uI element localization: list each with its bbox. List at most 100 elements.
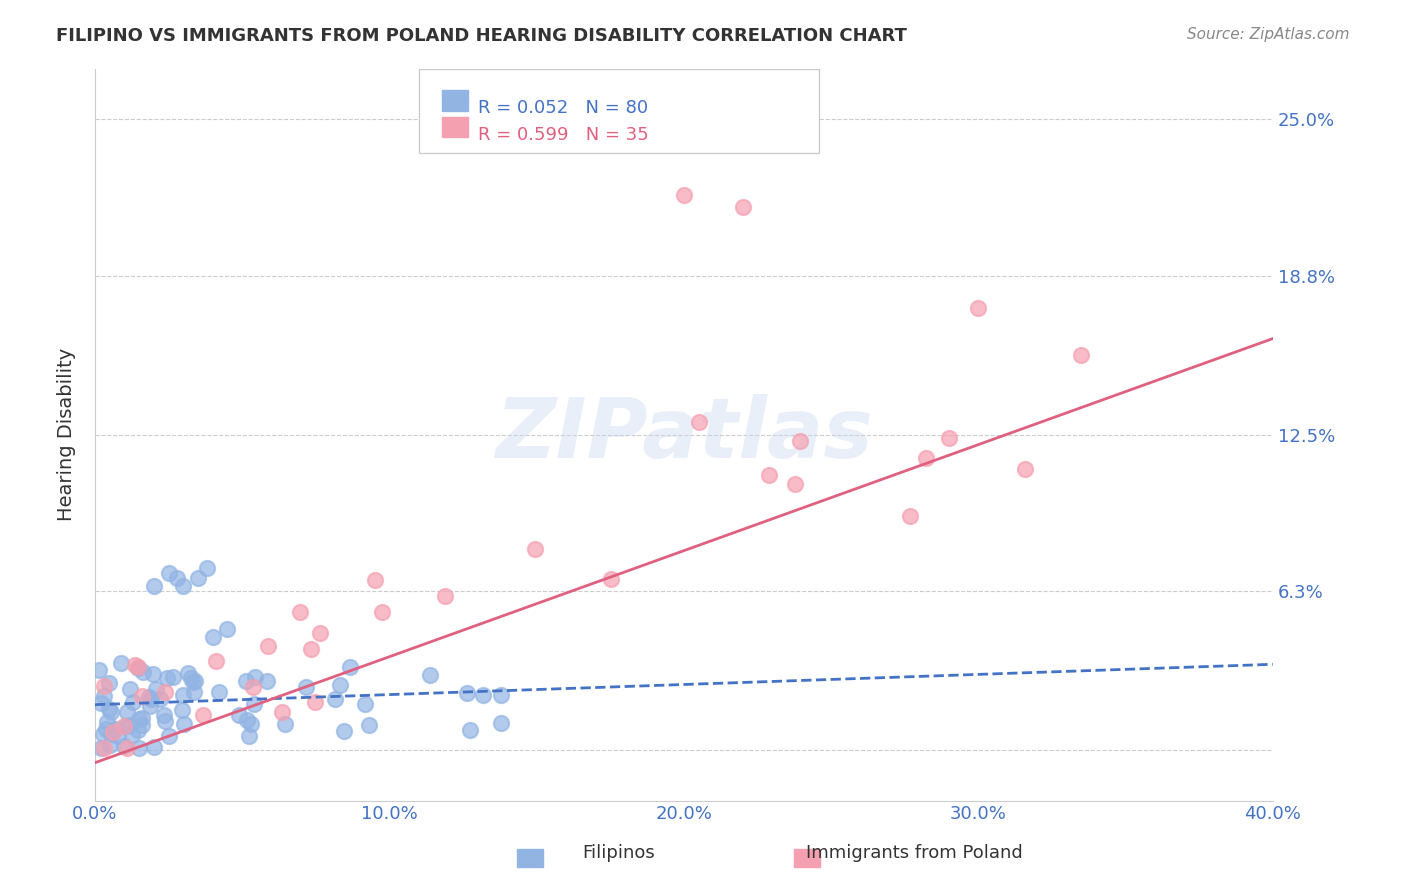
Point <box>915 451 938 466</box>
Point <box>184 674 207 689</box>
Point <box>128 712 150 726</box>
Point <box>127 661 149 675</box>
Point <box>191 708 214 723</box>
Point <box>153 685 176 699</box>
Point <box>124 658 146 673</box>
Text: Filipinos: Filipinos <box>582 844 655 862</box>
Point <box>731 200 754 214</box>
Point <box>354 698 377 712</box>
Point <box>181 674 204 689</box>
Point <box>328 678 350 692</box>
Point <box>93 679 115 693</box>
Point <box>471 688 494 702</box>
Point <box>94 723 117 737</box>
Point <box>149 691 172 706</box>
Point <box>489 715 512 730</box>
Point <box>173 717 195 731</box>
Point <box>145 681 167 696</box>
Point <box>458 723 481 737</box>
Point <box>205 654 228 668</box>
Point <box>183 685 205 699</box>
Text: FILIPINO VS IMMIGRANTS FROM POLAND HEARING DISABILITY CORRELATION CHART: FILIPINO VS IMMIGRANTS FROM POLAND HEARI… <box>56 27 907 45</box>
Text: R = 0.052   N = 80: R = 0.052 N = 80 <box>478 99 648 117</box>
Point <box>93 690 115 704</box>
Point <box>339 660 361 674</box>
Point <box>208 685 231 699</box>
Point <box>118 681 141 696</box>
Point <box>142 666 165 681</box>
Point <box>115 705 138 719</box>
Point <box>100 727 122 741</box>
Point <box>898 508 921 523</box>
Point <box>138 690 160 705</box>
Point <box>90 740 112 755</box>
Point <box>98 738 121 752</box>
Point <box>89 664 111 678</box>
Point <box>688 415 710 429</box>
Point <box>122 695 145 709</box>
Point <box>758 468 780 483</box>
Point <box>243 670 266 684</box>
Point <box>115 740 138 755</box>
Point <box>157 566 180 581</box>
Point <box>257 639 280 653</box>
Point <box>357 718 380 732</box>
Text: Immigrants from Poland: Immigrants from Poland <box>806 844 1022 862</box>
Point <box>103 725 125 739</box>
Point <box>127 659 149 673</box>
FancyBboxPatch shape <box>419 69 820 153</box>
Point <box>97 676 120 690</box>
Point <box>162 670 184 684</box>
Point <box>419 668 441 682</box>
Point <box>103 723 125 737</box>
Point <box>110 657 132 671</box>
Point <box>132 665 155 679</box>
Y-axis label: Hearing Disability: Hearing Disability <box>58 348 76 521</box>
Bar <box>443 117 468 137</box>
Point <box>100 705 122 719</box>
Point <box>489 688 512 702</box>
Point <box>172 579 194 593</box>
Point <box>600 573 623 587</box>
Point <box>1070 348 1092 362</box>
Point <box>456 686 478 700</box>
Point <box>235 673 257 688</box>
Point <box>118 718 141 732</box>
Point <box>228 707 250 722</box>
Point <box>243 697 266 711</box>
Point <box>142 579 165 593</box>
Point <box>433 589 456 603</box>
Point <box>170 703 193 717</box>
Point <box>274 716 297 731</box>
Point <box>139 691 162 706</box>
Point <box>785 477 807 491</box>
Point <box>301 641 323 656</box>
Point <box>256 674 278 689</box>
Point <box>371 606 394 620</box>
Point <box>112 739 135 754</box>
Point <box>524 541 547 556</box>
Bar <box>443 90 468 111</box>
Point <box>152 708 174 723</box>
Point <box>1014 462 1036 476</box>
Text: ZIPatlas: ZIPatlas <box>495 394 873 475</box>
Point <box>967 301 990 316</box>
Point <box>304 695 326 709</box>
Point <box>295 680 318 694</box>
Point <box>201 630 224 644</box>
Point <box>195 561 218 575</box>
Point <box>239 717 262 731</box>
Point <box>938 431 960 445</box>
Point <box>238 730 260 744</box>
Point <box>139 698 162 713</box>
Point <box>177 666 200 681</box>
Point <box>90 696 112 710</box>
Point <box>308 626 330 640</box>
Point <box>789 434 811 448</box>
Point <box>156 671 179 685</box>
Text: R = 0.599   N = 35: R = 0.599 N = 35 <box>478 126 648 144</box>
Point <box>363 573 385 587</box>
Point <box>131 711 153 725</box>
Point <box>187 572 209 586</box>
Point <box>166 572 188 586</box>
